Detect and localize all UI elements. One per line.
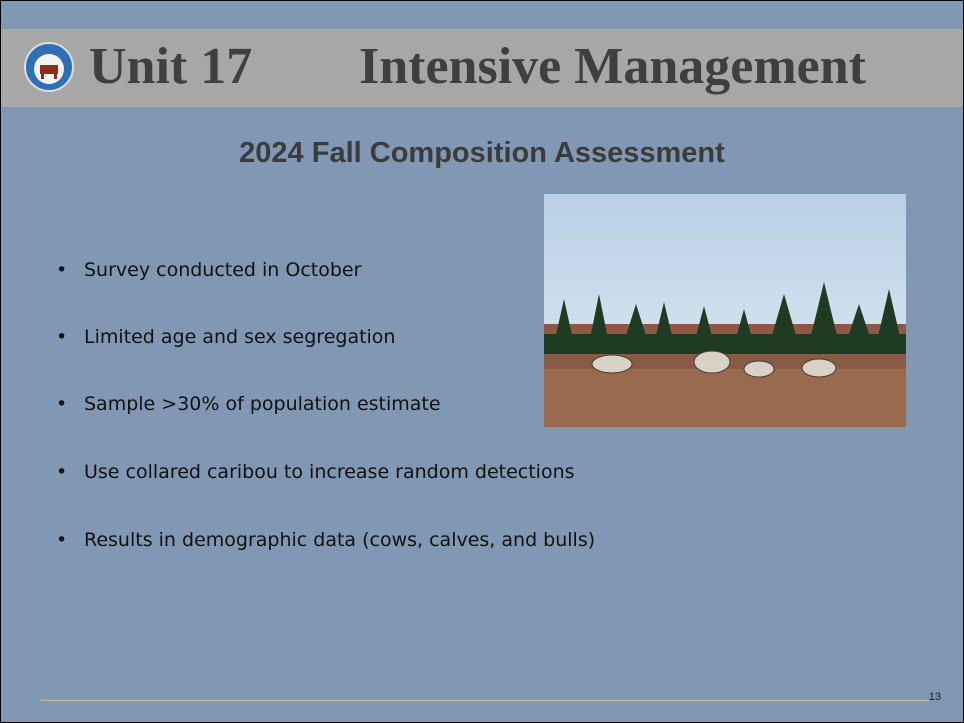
bullet-text: Survey conducted in October (84, 259, 361, 281)
title-topic: Intensive Management (359, 33, 866, 101)
bullet-dot: • (56, 326, 67, 348)
logo (23, 41, 75, 93)
bullet-text: Limited age and sex segregation (84, 326, 395, 348)
subtitle: 2024 Fall Composition Assessment (1, 137, 963, 170)
bullet-dot: • (56, 393, 67, 415)
bullet-text: Use collared caribou to increase random … (84, 461, 575, 483)
caribou-photo (544, 194, 906, 427)
slide-number: 13 (929, 691, 941, 703)
bullet-dot: • (56, 529, 67, 551)
bullet-text: Sample >30% of population estimate (84, 393, 441, 415)
bullet-dot: • (56, 461, 67, 483)
slide: Unit 17 Intensive Management 2024 Fall C… (0, 0, 964, 723)
bullet-dot: • (56, 259, 67, 281)
footer-rule (41, 700, 929, 701)
title-unit: Unit 17 (89, 33, 252, 101)
bullet-text: Results in demographic data (cows, calve… (84, 529, 595, 551)
